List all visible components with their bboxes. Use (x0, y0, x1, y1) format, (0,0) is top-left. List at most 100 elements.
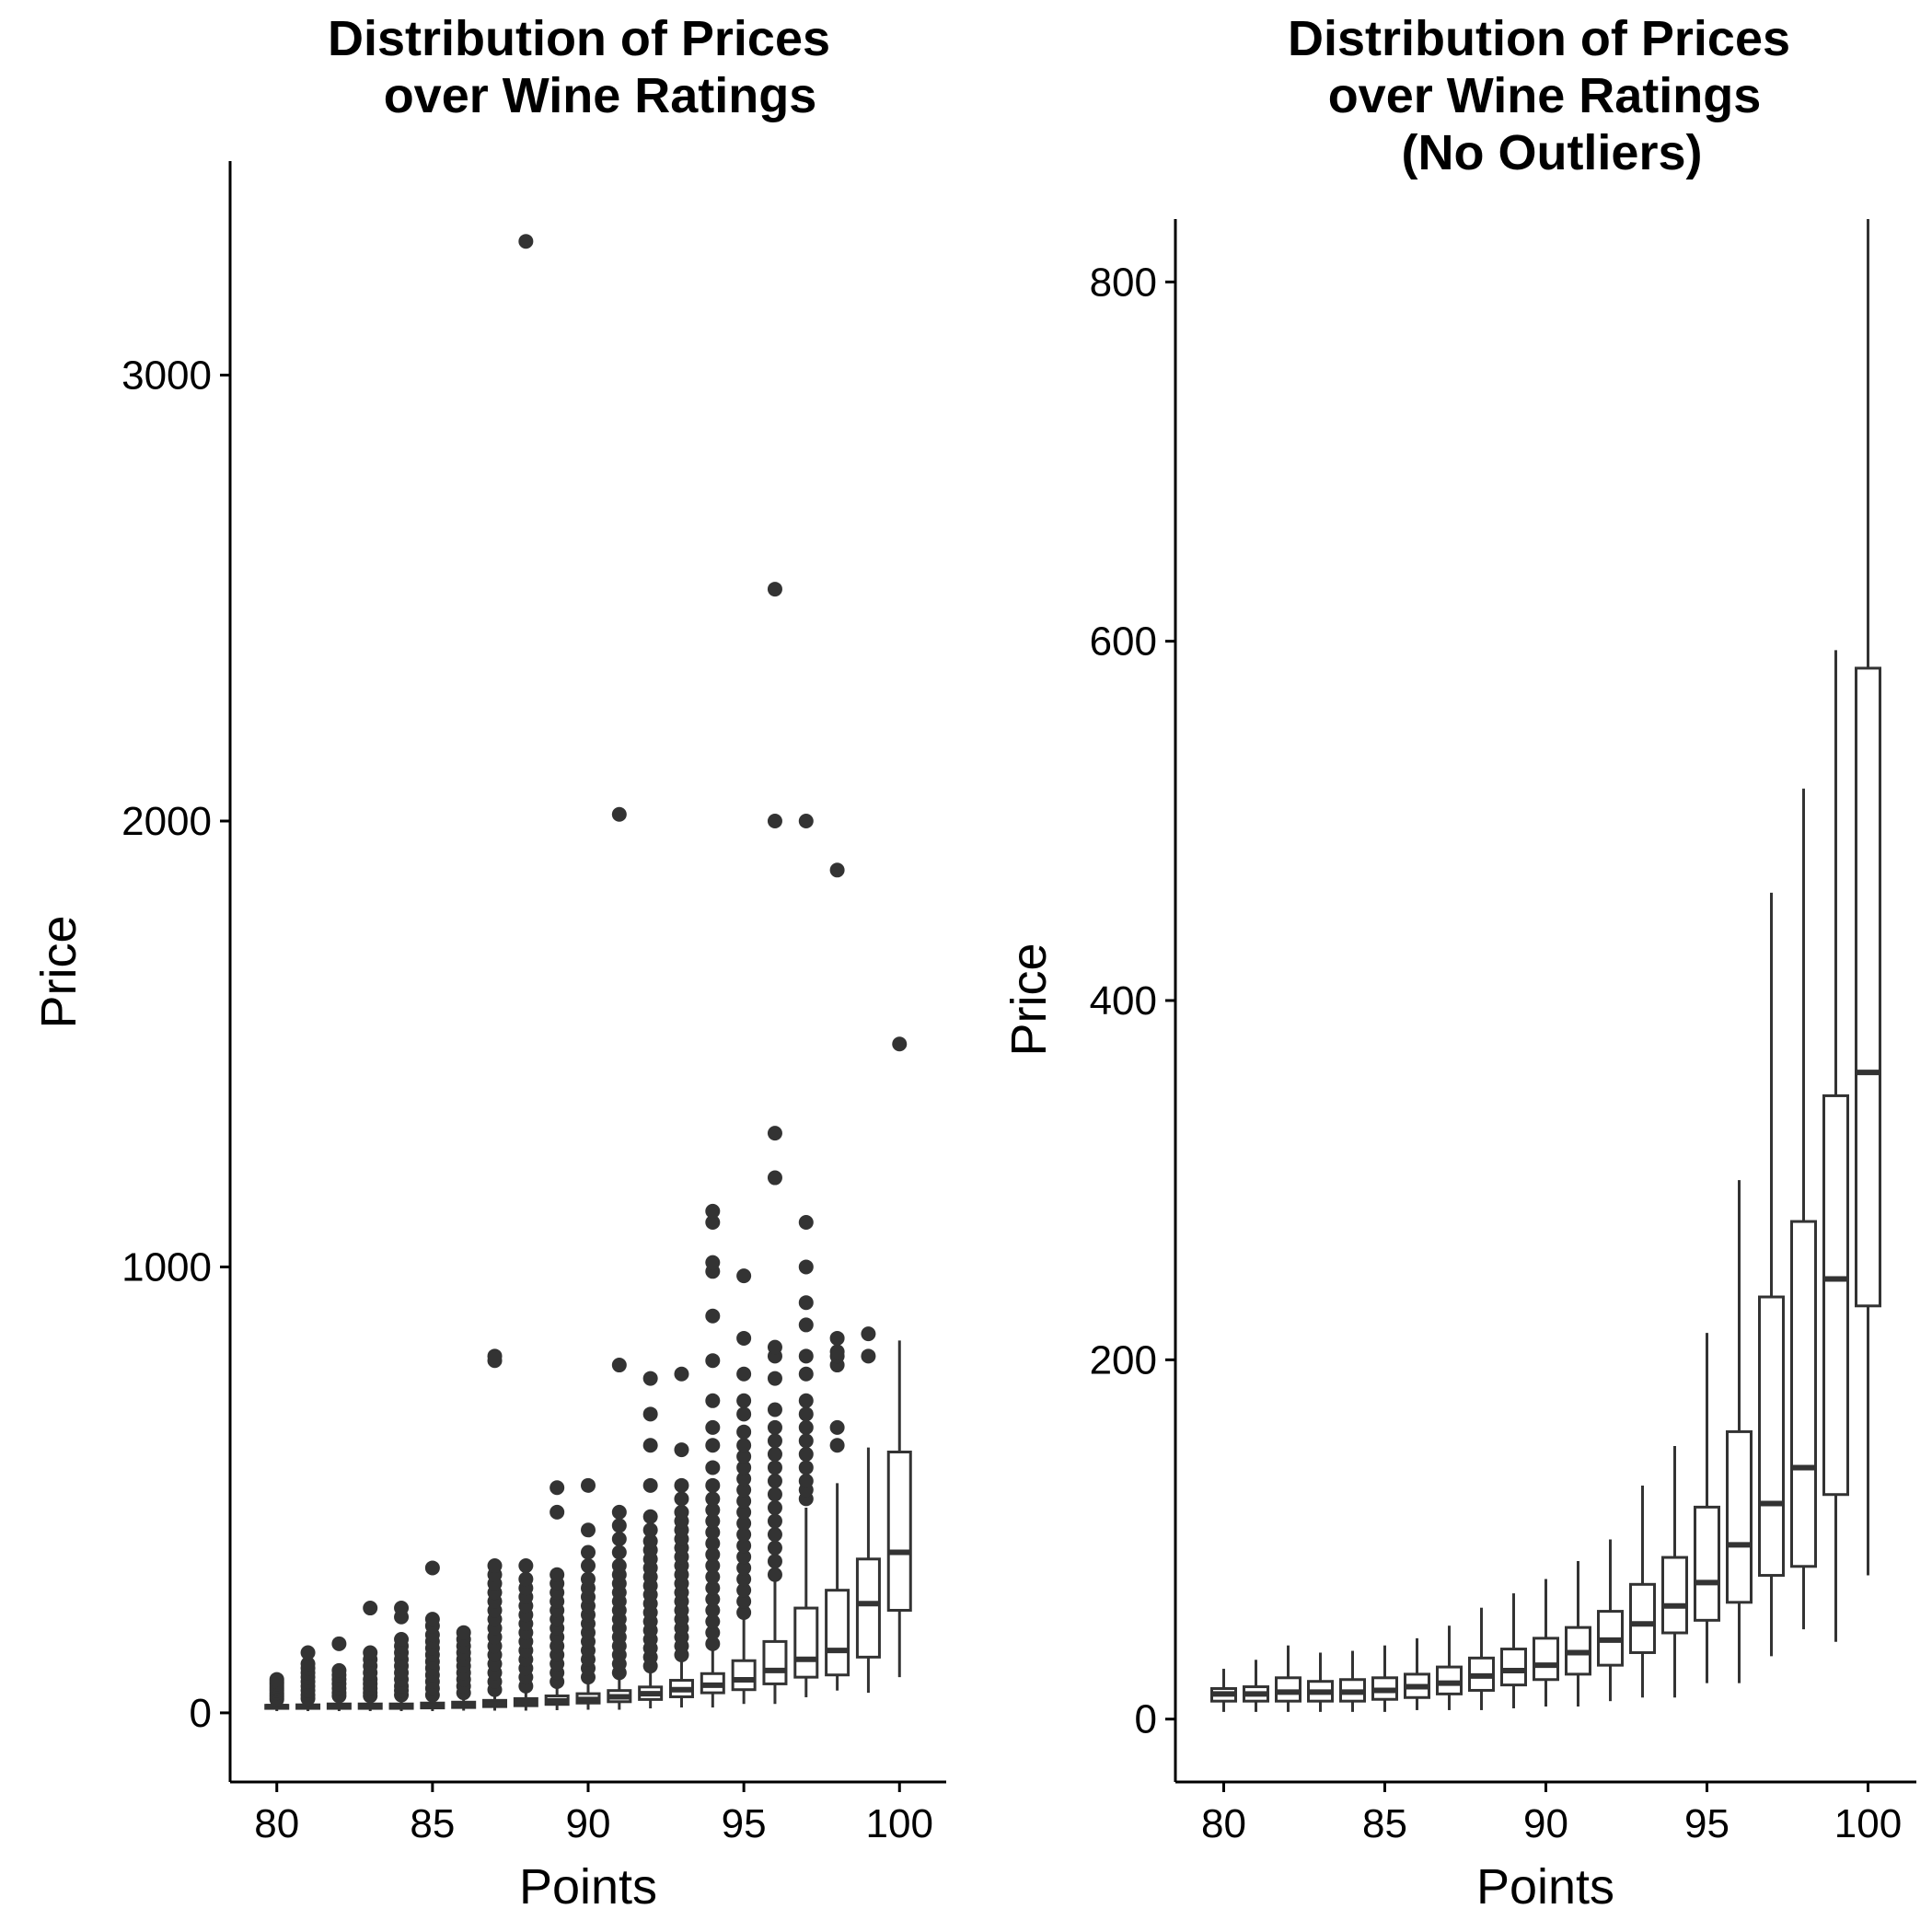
outlier-point (705, 1353, 721, 1369)
outlier-point (798, 1317, 814, 1333)
outlier-point (611, 1558, 627, 1574)
outlier-point (767, 1339, 782, 1355)
outlier-point (798, 1259, 814, 1275)
outlier-point (736, 1366, 752, 1382)
chart-panel-with-outliers: Distribution of Prices over Wine Ratings… (31, 11, 946, 1915)
outlier-point (736, 1449, 752, 1464)
box-iqr (1533, 1637, 1559, 1682)
outlier-point (736, 1560, 752, 1576)
outlier-point (642, 1522, 658, 1538)
chart-title-line-1: Distribution of Prices (328, 11, 830, 66)
chart-panel-no-outliers: Distribution of Prices over Wine Ratings… (1001, 11, 1916, 1915)
outlier-point (767, 1446, 782, 1462)
outlier-point (550, 1504, 565, 1520)
y-tick-label: 1000 (121, 1244, 212, 1290)
outlier-point (300, 1645, 316, 1660)
outlier-point (736, 1504, 752, 1520)
box-group (1629, 1485, 1656, 1698)
box-group (1210, 1669, 1237, 1712)
outlier-point (767, 1170, 782, 1186)
x-tick-label: 85 (1362, 1801, 1407, 1846)
outlier-point (611, 1518, 627, 1533)
outlier-point (550, 1567, 565, 1582)
outlier-point (611, 1531, 627, 1546)
box-group (855, 1326, 881, 1694)
outlier-point (550, 1480, 565, 1496)
x-tick-label: 100 (1834, 1801, 1902, 1846)
box-group (482, 1348, 508, 1711)
box-group (1307, 1652, 1334, 1712)
outlier-point (642, 1477, 658, 1493)
y-axis-label: Price (31, 915, 87, 1028)
y-tick-label: 800 (1090, 260, 1157, 305)
outlier-point (767, 1540, 782, 1556)
box-iqr (731, 1659, 757, 1692)
outlier-point (736, 1593, 752, 1609)
x-axis-label: Points (1476, 1859, 1614, 1915)
outlier-point (705, 1491, 721, 1507)
x-tick-label: 90 (1523, 1801, 1568, 1846)
outlier-point (798, 813, 814, 828)
outlier-point (705, 1546, 721, 1562)
outlier-point (736, 1493, 752, 1509)
outlier-point (642, 1371, 658, 1386)
outlier-point (798, 1433, 814, 1449)
outlier-point (394, 1631, 410, 1647)
outlier-point (705, 1580, 721, 1596)
outlier-point (705, 1215, 721, 1231)
box-group (1339, 1650, 1366, 1712)
outlier-point (424, 1560, 440, 1576)
box-group (388, 1601, 414, 1711)
outlier-point (705, 1569, 721, 1585)
outlier-point (861, 1326, 876, 1342)
outlier-point (767, 1554, 782, 1569)
outlier-point (736, 1604, 752, 1620)
box-group (1855, 219, 1881, 1576)
outlier-point (642, 1406, 658, 1422)
outlier-point (705, 1513, 721, 1529)
outlier-point (518, 234, 534, 249)
box-group (420, 1560, 445, 1711)
outlier-point (487, 1558, 503, 1574)
outlier-point (705, 1203, 721, 1219)
y-tick-label: 400 (1090, 978, 1157, 1024)
y-tick-label: 600 (1090, 619, 1157, 665)
outlier-point (581, 1571, 596, 1587)
outlier-point (798, 1295, 814, 1311)
outlier-point (456, 1625, 471, 1640)
outlier-point (705, 1460, 721, 1475)
x-axis-label: Points (519, 1859, 657, 1915)
outlier-point (705, 1535, 721, 1551)
box-group (326, 1636, 352, 1711)
box-group (668, 1366, 694, 1708)
box-iqr (1758, 1295, 1785, 1578)
x-axis-ticks: 80 85 90 95 100 (1201, 1782, 1902, 1846)
x-tick-label: 95 (722, 1801, 767, 1846)
outlier-point (861, 1348, 876, 1364)
outlier-point (767, 1473, 782, 1488)
box-group (1694, 1333, 1720, 1683)
outlier-point (829, 1419, 845, 1435)
outlier-point (829, 1330, 845, 1346)
box-group (1275, 1645, 1301, 1712)
x-tick-label: 90 (566, 1801, 611, 1846)
box-group (1790, 788, 1817, 1630)
outlier-point (705, 1591, 721, 1607)
outlier-point (705, 1502, 721, 1518)
box-group (607, 806, 632, 1710)
outlier-point (424, 1612, 440, 1627)
box-group (731, 1268, 757, 1705)
outlier-point (705, 1477, 721, 1493)
box-iqr (793, 1606, 819, 1679)
outlier-point (611, 806, 627, 822)
box-group (1371, 1645, 1398, 1712)
box-group (793, 813, 819, 1697)
plot-area (264, 234, 912, 1711)
y-axis-label: Price (1001, 943, 1057, 1056)
y-axis-ticks: 0 1000 2000 3000 (121, 353, 230, 1736)
box-iqr (1855, 666, 1881, 1308)
outlier-point (705, 1602, 721, 1618)
outlier-point (331, 1636, 347, 1651)
outlier-point (518, 1571, 534, 1587)
